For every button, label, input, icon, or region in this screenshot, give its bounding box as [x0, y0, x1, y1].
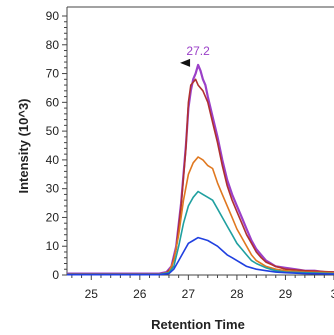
x-tick-label: 29	[279, 287, 293, 301]
peak-marker-icon	[180, 58, 191, 67]
series-lines	[67, 63, 334, 276]
x-tick-label: 28	[230, 287, 244, 301]
series-line-5	[67, 236, 334, 276]
x-tick-label: 25	[85, 287, 99, 301]
series-line-1	[67, 63, 334, 275]
y-tick-label: 90	[46, 9, 60, 23]
y-tick-label: 20	[46, 210, 60, 224]
x-tick-label: 27	[182, 287, 196, 301]
y-tick-label: 70	[46, 67, 60, 81]
y-tick-label: 60	[46, 95, 60, 109]
y-tick-label: 10	[46, 239, 60, 253]
peak-annotation: 27.2	[180, 44, 210, 67]
peak-label: 27.2	[186, 44, 210, 58]
series-line-3	[67, 156, 334, 276]
series-line-2	[67, 78, 334, 275]
x-tick-label: 26	[133, 287, 147, 301]
y-tick-label: 80	[46, 38, 60, 52]
x-axis-title: Retention Time	[151, 317, 245, 332]
y-axis-ticks: 0 10 20 30 40 50 60 70 80 90	[46, 9, 67, 282]
y-tick-label: 0	[52, 268, 59, 282]
y-axis-title: Intensity (10^3)	[16, 98, 31, 193]
x-axis-ticks: 25 26 27 28 29 3	[71, 275, 334, 301]
series-line-4	[67, 190, 334, 276]
y-tick-label: 40	[46, 153, 60, 167]
x-tick-label: 3	[331, 287, 334, 301]
y-tick-label: 30	[46, 182, 60, 196]
y-tick-label: 50	[46, 124, 60, 138]
